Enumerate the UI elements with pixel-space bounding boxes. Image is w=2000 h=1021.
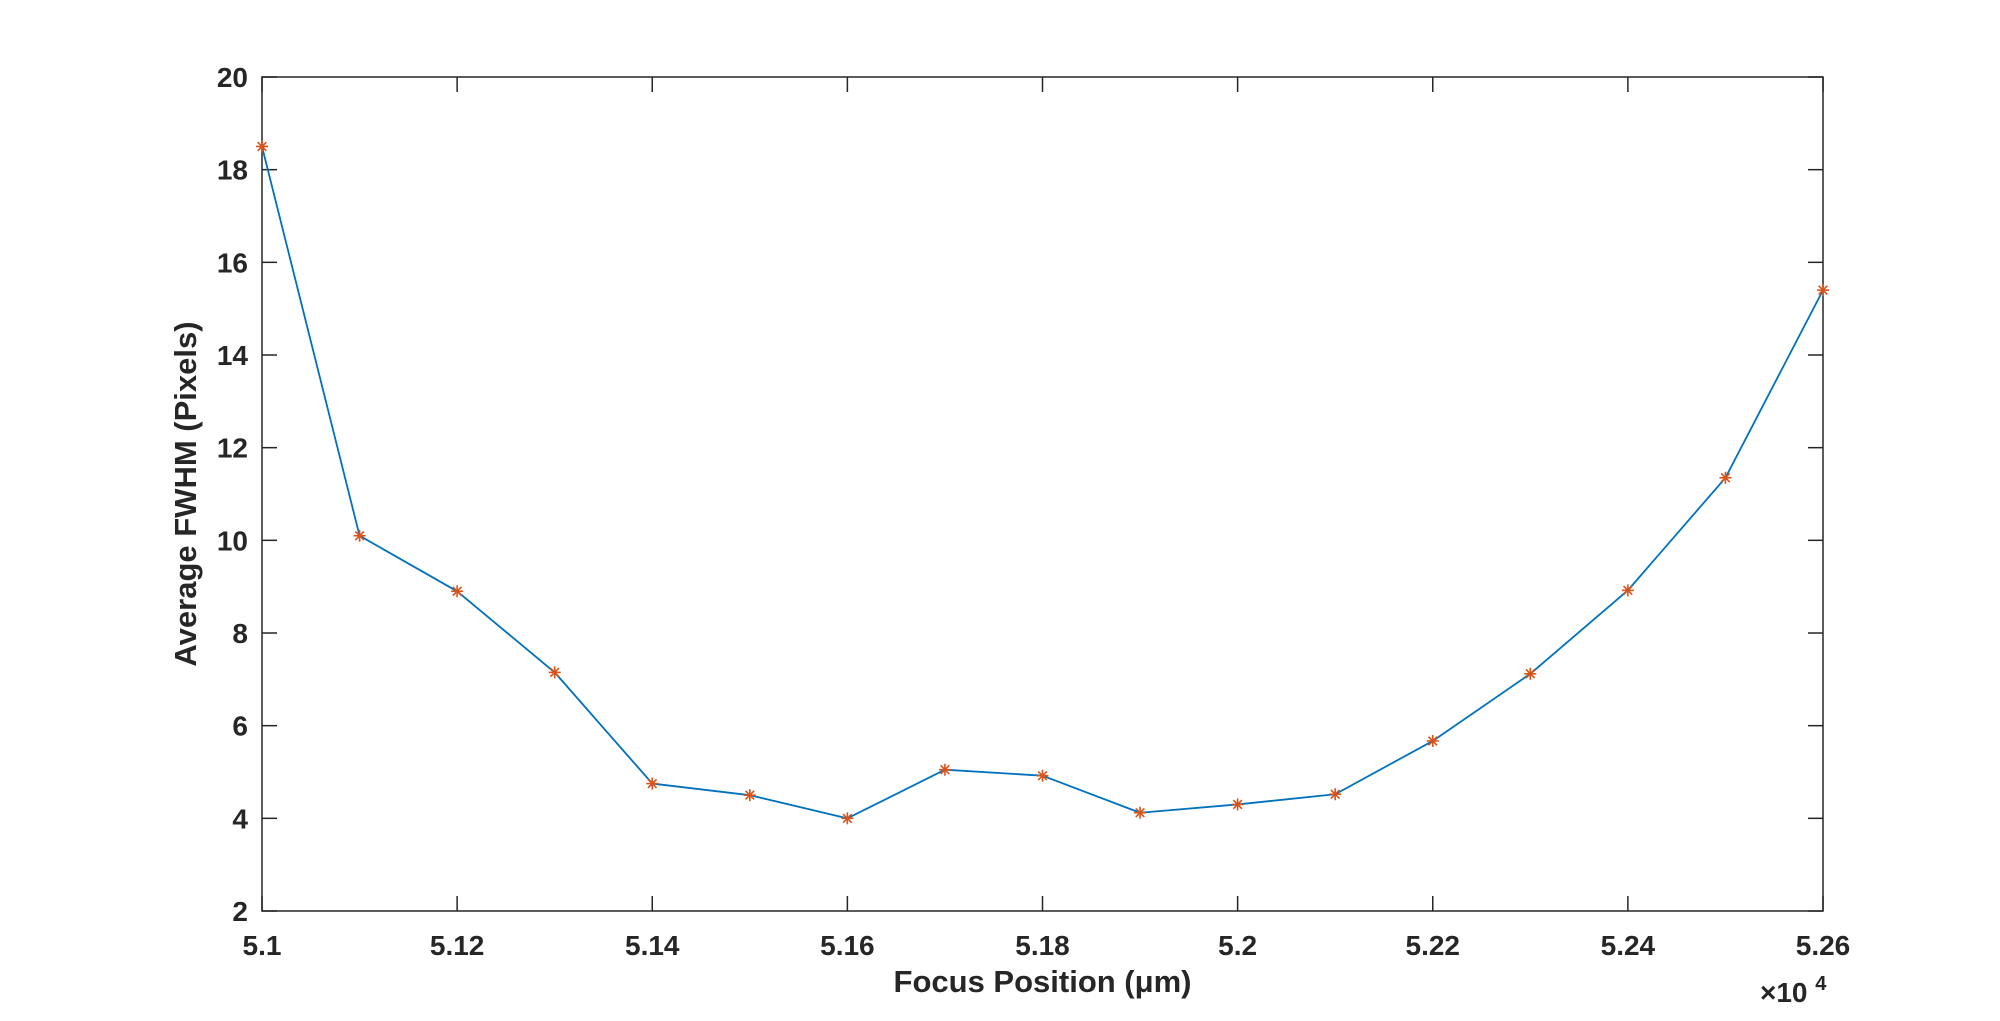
marker-stroke xyxy=(1720,472,1731,483)
y-axis-title: Average FWHM (Pixels) xyxy=(168,321,203,666)
data-point-marker xyxy=(256,140,268,153)
y-axis-ticks: 2 4 6 8 10 12 14 16 18 20 xyxy=(217,62,1823,927)
x-axis-title: Focus Position (μm) xyxy=(894,964,1192,999)
data-point-marker xyxy=(451,585,464,598)
axes xyxy=(261,76,1824,912)
data-point-marker xyxy=(743,789,756,802)
y-tick-label: 16 xyxy=(217,247,248,278)
x-axis-multiplier: ×10 xyxy=(1760,977,1808,1008)
y-tick-label: 2 xyxy=(232,896,248,927)
plot-area-box xyxy=(261,76,1824,912)
y-tick-label: 14 xyxy=(217,340,249,371)
data-point-marker xyxy=(1036,769,1049,782)
x-tick-label: 5.12 xyxy=(430,930,485,961)
data-point-marker xyxy=(1817,284,1829,297)
x-axis-exponent-label: ×10 4 xyxy=(1760,973,1827,1008)
marker-stroke xyxy=(549,667,560,678)
x-axis-ticks: 5.1 5.12 5.14 5.16 5.18 5.2 5.22 5.24 5.26 xyxy=(243,77,1851,961)
x-tick-label: 5.14 xyxy=(625,930,680,961)
data-point-marker xyxy=(1719,471,1732,484)
data-point-marker xyxy=(1621,584,1634,597)
x-tick-label: 5.26 xyxy=(1796,930,1851,961)
marker-stroke xyxy=(257,141,267,152)
marker-stroke xyxy=(647,778,658,789)
marker-stroke xyxy=(1525,668,1536,679)
marker-stroke xyxy=(354,530,365,541)
data-point-marker xyxy=(646,777,659,790)
y-tick-label: 6 xyxy=(232,711,248,742)
y-tick-label: 8 xyxy=(232,618,248,649)
marker-stroke xyxy=(452,586,463,597)
marker-stroke xyxy=(1232,799,1243,810)
marker-stroke xyxy=(1135,807,1145,818)
y-tick-label: 18 xyxy=(217,155,248,186)
marker-stroke xyxy=(1818,285,1828,296)
x-tick-label: 5.16 xyxy=(820,930,875,961)
marker-stroke xyxy=(744,790,755,801)
x-tick-label: 5.2 xyxy=(1218,930,1257,961)
data-point-marker xyxy=(938,763,951,776)
data-point-marker xyxy=(1134,806,1147,819)
data-point-marker xyxy=(548,666,561,679)
y-tick-label: 4 xyxy=(232,803,248,834)
marker-stroke xyxy=(842,813,853,824)
y-tick-label: 20 xyxy=(217,62,248,93)
data-point-marker xyxy=(841,812,854,825)
data-point-marker xyxy=(1329,788,1342,801)
marker-stroke xyxy=(1037,770,1048,781)
data-point-marker xyxy=(1231,798,1244,811)
marker-stroke xyxy=(940,764,950,775)
x-tick-label: 5.22 xyxy=(1406,930,1461,961)
marker-stroke xyxy=(1427,736,1438,746)
data-point-marker xyxy=(1426,734,1439,747)
x-tick-label: 5.18 xyxy=(1015,930,1070,961)
x-tick-label: 5.1 xyxy=(243,930,282,961)
x-tick-label: 5.24 xyxy=(1601,930,1656,961)
data-point-marker xyxy=(353,529,366,542)
data-point-marker xyxy=(1524,667,1537,680)
marker-stroke xyxy=(1330,789,1341,800)
y-tick-label: 10 xyxy=(217,525,248,556)
marker-stroke xyxy=(1622,585,1633,596)
data-series xyxy=(256,140,1829,825)
y-tick-label: 12 xyxy=(217,433,248,464)
x-axis-exponent: 4 xyxy=(1815,973,1827,995)
